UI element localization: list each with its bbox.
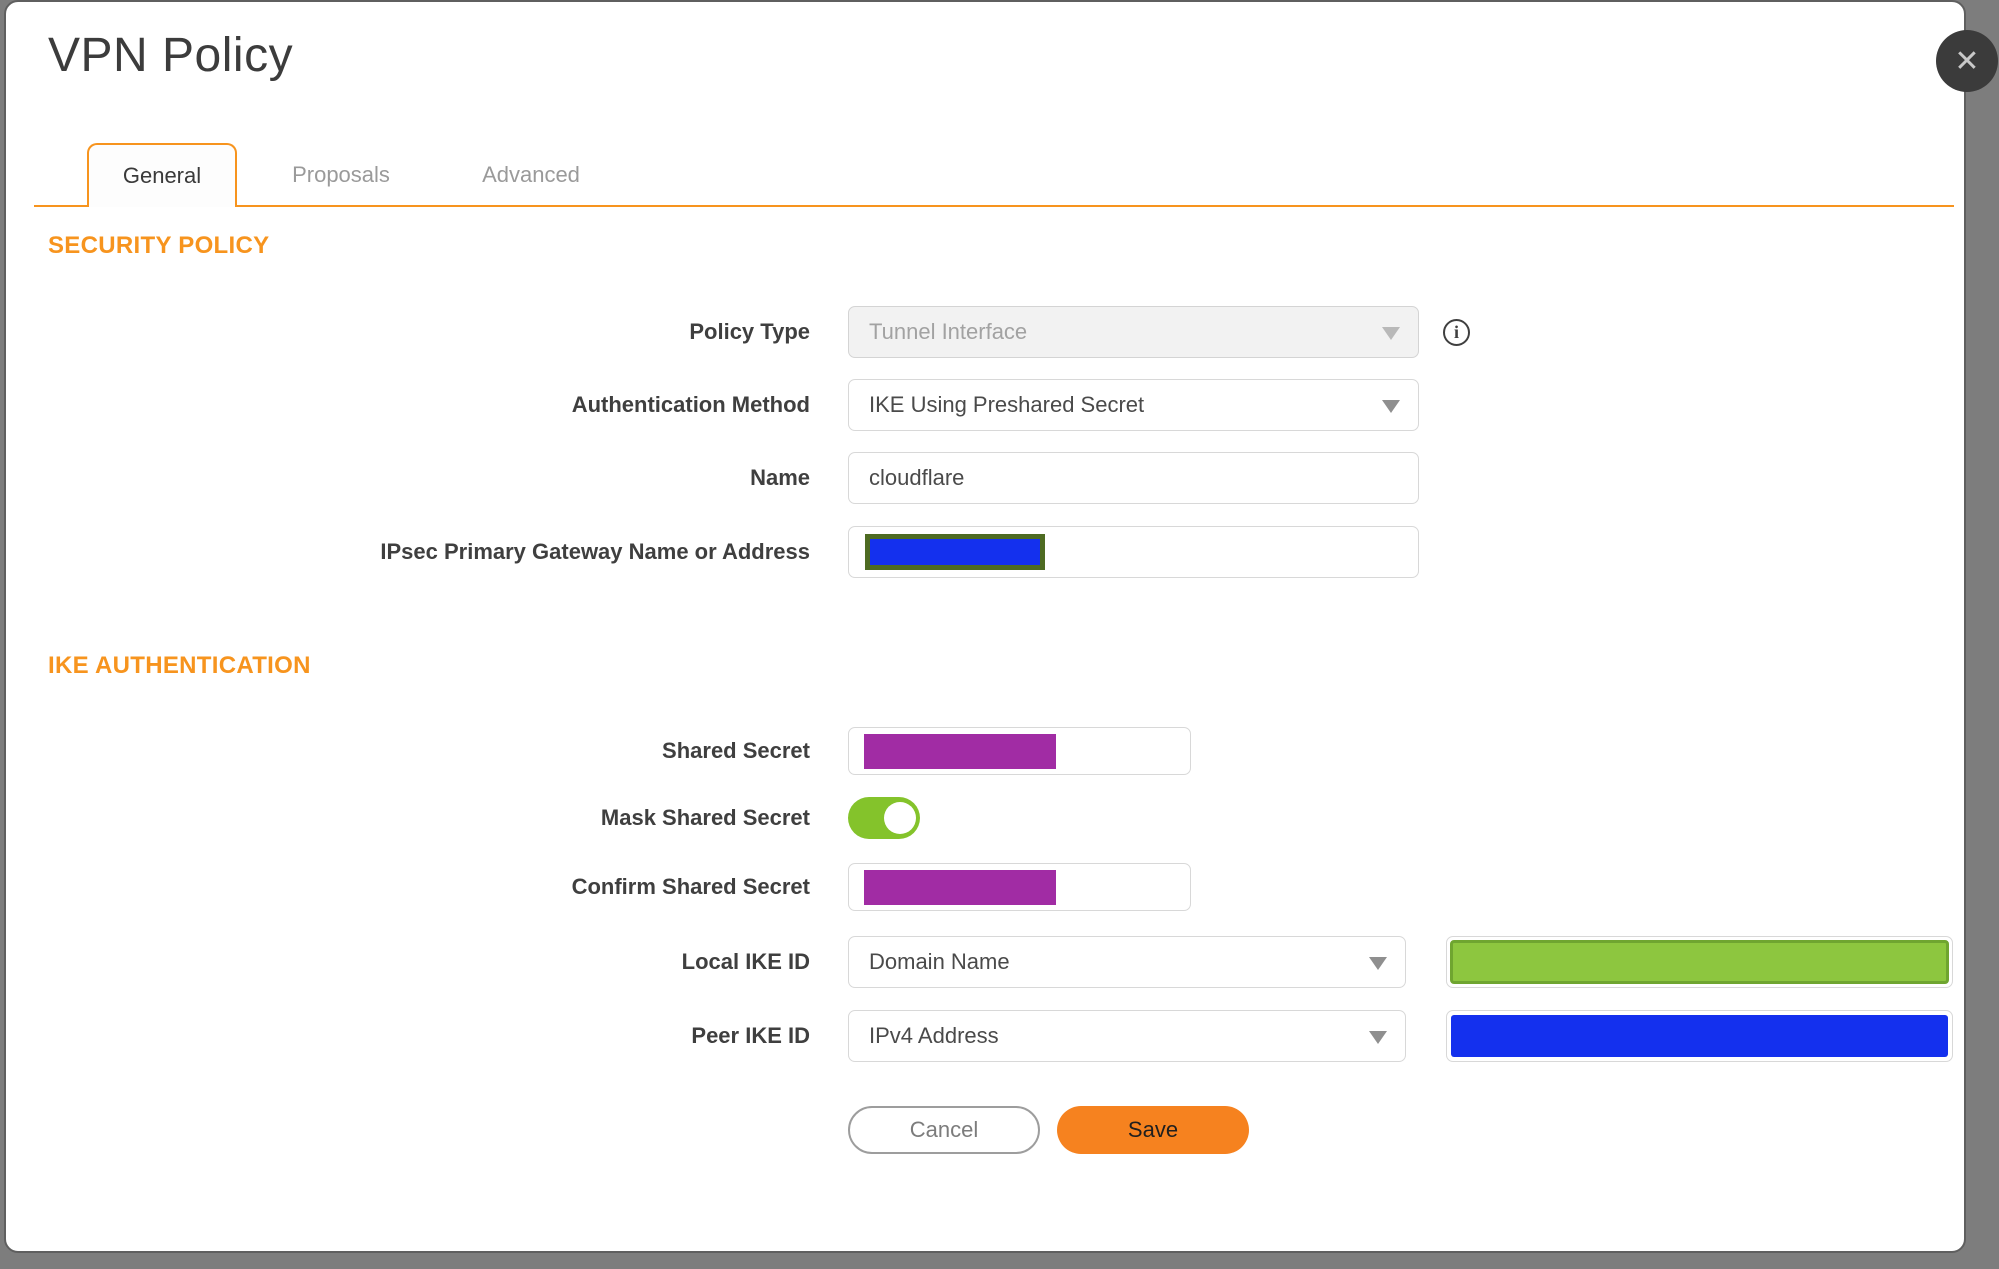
authentication-method-label: Authentication Method <box>571 392 810 417</box>
vpn-policy-dialog: VPN Policy General Proposals Advanced SE… <box>4 0 1966 1253</box>
gateway-label: IPsec Primary Gateway Name or Address <box>380 539 810 564</box>
peer-ike-id-select[interactable]: IPv4 Address <box>848 1010 1406 1062</box>
gateway-redacted-value <box>865 534 1045 570</box>
shared-secret-label: Shared Secret <box>662 738 810 763</box>
tab-underline <box>34 205 1954 207</box>
tab-advanced-label: Advanced <box>482 162 580 187</box>
peer-ike-id-selected: IPv4 Address <box>869 1023 999 1048</box>
name-input[interactable]: cloudflare <box>848 452 1419 504</box>
policy-type-value: Tunnel Interface <box>869 319 1028 344</box>
peer-ike-id-label: Peer IKE ID <box>691 1023 810 1048</box>
toggle-knob <box>884 802 916 834</box>
cancel-button[interactable]: Cancel <box>848 1106 1040 1154</box>
confirm-shared-secret-redacted-value <box>864 870 1056 905</box>
chevron-down-icon <box>1369 1031 1387 1044</box>
tab-advanced[interactable]: Advanced <box>466 143 596 207</box>
policy-type-label: Policy Type <box>689 319 810 344</box>
local-ike-id-redacted-value <box>1450 940 1949 984</box>
chevron-down-icon <box>1369 957 1387 970</box>
ike-authentication-heading: IKE AUTHENTICATION <box>48 652 311 679</box>
gateway-input[interactable] <box>848 526 1419 578</box>
page-title: VPN Policy <box>48 29 294 82</box>
mask-shared-secret-label: Mask Shared Secret <box>600 805 810 830</box>
save-button[interactable]: Save <box>1057 1106 1249 1154</box>
authentication-method-select[interactable]: IKE Using Preshared Secret <box>848 379 1419 431</box>
peer-ike-id-redacted-value <box>1451 1015 1948 1057</box>
local-ike-id-selected: Domain Name <box>869 949 1010 974</box>
authentication-method-value: IKE Using Preshared Secret <box>869 392 1145 417</box>
info-icon[interactable]: i <box>1443 319 1470 346</box>
local-ike-id-select[interactable]: Domain Name <box>848 936 1406 988</box>
policy-type-select: Tunnel Interface <box>848 306 1419 358</box>
local-ike-id-label: Local IKE ID <box>681 949 810 974</box>
peer-ike-id-value-input[interactable] <box>1446 1010 1953 1062</box>
confirm-shared-secret-label: Confirm Shared Secret <box>571 874 810 899</box>
chevron-down-icon <box>1382 400 1400 413</box>
shared-secret-redacted-value <box>864 734 1056 769</box>
name-value: cloudflare <box>869 465 965 490</box>
tab-general[interactable]: General <box>87 143 237 207</box>
shared-secret-input[interactable] <box>848 727 1191 775</box>
close-button[interactable]: ✕ <box>1936 30 1998 92</box>
name-label: Name <box>750 465 810 490</box>
tab-proposals-label: Proposals <box>292 162 390 187</box>
close-icon: ✕ <box>1954 44 1980 78</box>
mask-shared-secret-toggle[interactable] <box>848 797 920 839</box>
security-policy-heading: SECURITY POLICY <box>48 232 270 259</box>
local-ike-id-value-input[interactable] <box>1446 936 1953 988</box>
chevron-down-icon <box>1382 327 1400 340</box>
tab-proposals[interactable]: Proposals <box>276 143 406 207</box>
tab-general-label: General <box>122 163 202 188</box>
confirm-shared-secret-input[interactable] <box>848 863 1191 911</box>
